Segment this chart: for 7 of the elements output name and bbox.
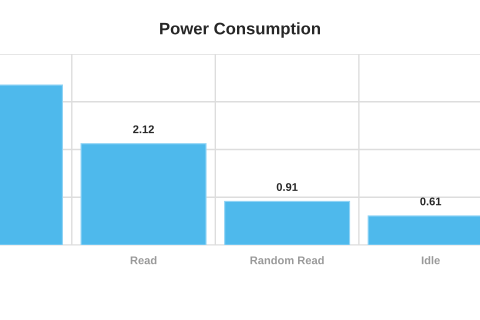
chart-title: Power Consumption — [160, 22, 320, 38]
text: 2.12 — [133, 125, 154, 134]
text: 0.91 — [276, 183, 298, 191]
x-tick-label: Idle — [422, 256, 440, 264]
x-tick-label: Read — [130, 256, 156, 264]
text: 0.61 — [420, 197, 442, 206]
x-tick-label: Random Read — [250, 256, 324, 264]
